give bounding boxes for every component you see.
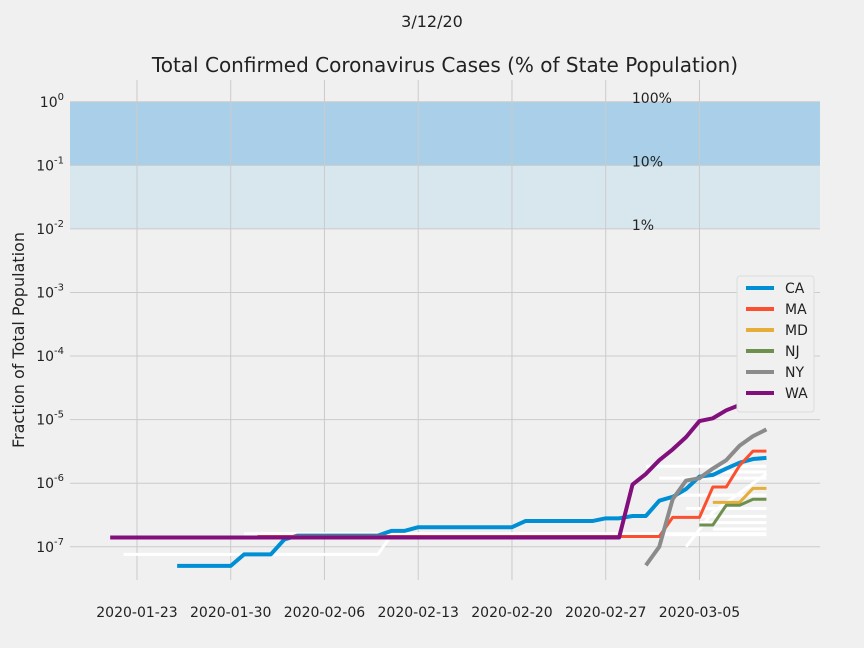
series-line-ny — [644, 427, 768, 567]
x-tick-label: 2020-03-05 — [659, 605, 740, 621]
threshold-bands — [70, 101, 820, 229]
y-tick-label: 10-4 — [36, 346, 64, 365]
series-lines — [110, 402, 768, 568]
x-tick-labels: 2020-01-23 2020-01-30 2020-02-06 2020-02-13… — [96, 605, 740, 621]
band-label: 10% — [632, 154, 663, 170]
legend-label-nj: NJ — [785, 344, 800, 360]
band-label: 1% — [632, 218, 654, 234]
chart-title: Total Confirmed Coronavirus Cases (% of … — [151, 53, 738, 77]
y-tick-label: 10-6 — [36, 473, 64, 492]
chart-suptitle: 3/12/20 — [401, 12, 463, 31]
x-tick-label: 2020-02-13 — [378, 605, 459, 621]
legend-label-wa: WA — [785, 386, 808, 402]
grid-lines — [70, 80, 820, 580]
legend-label-ny: NY — [785, 365, 804, 381]
series-line-nj — [699, 497, 767, 527]
band-label: 100% — [632, 91, 672, 107]
x-tick-label: 2020-01-30 — [190, 605, 271, 621]
y-tick-label: 10-5 — [36, 410, 64, 429]
series-line-ma — [257, 449, 767, 539]
x-tick-label: 2020-02-20 — [471, 605, 552, 621]
y-axis-label: Fraction of Total Population — [9, 232, 28, 448]
legend-label-ca: CA — [785, 281, 805, 297]
band-labels: 100% 10% 1% — [632, 91, 672, 234]
series-line-ca — [177, 455, 767, 568]
band-0 — [70, 101, 820, 166]
y-tick-label: 10-7 — [36, 537, 64, 556]
y-tick-label: 10-2 — [36, 219, 64, 238]
band-1 — [70, 165, 820, 229]
y-tick-label: 10-3 — [36, 282, 64, 301]
legend-label-ma: MA — [785, 302, 807, 318]
x-tick-label: 2020-01-23 — [96, 605, 177, 621]
legend-label-md: MD — [785, 323, 808, 339]
legend: CA MA MD NJ NY WA — [736, 275, 815, 413]
y-tick-label: 10-1 — [36, 155, 64, 174]
y-tick-labels: 10-7 10-6 10-5 10-4 10-3 10-2 10-1 100 — [36, 92, 64, 556]
series-line-other — [684, 472, 768, 548]
y-tick-label: 100 — [40, 92, 64, 111]
x-tick-label: 2020-02-06 — [284, 605, 365, 621]
series-line-md — [712, 486, 767, 504]
x-tick-label: 2020-02-27 — [565, 605, 646, 621]
